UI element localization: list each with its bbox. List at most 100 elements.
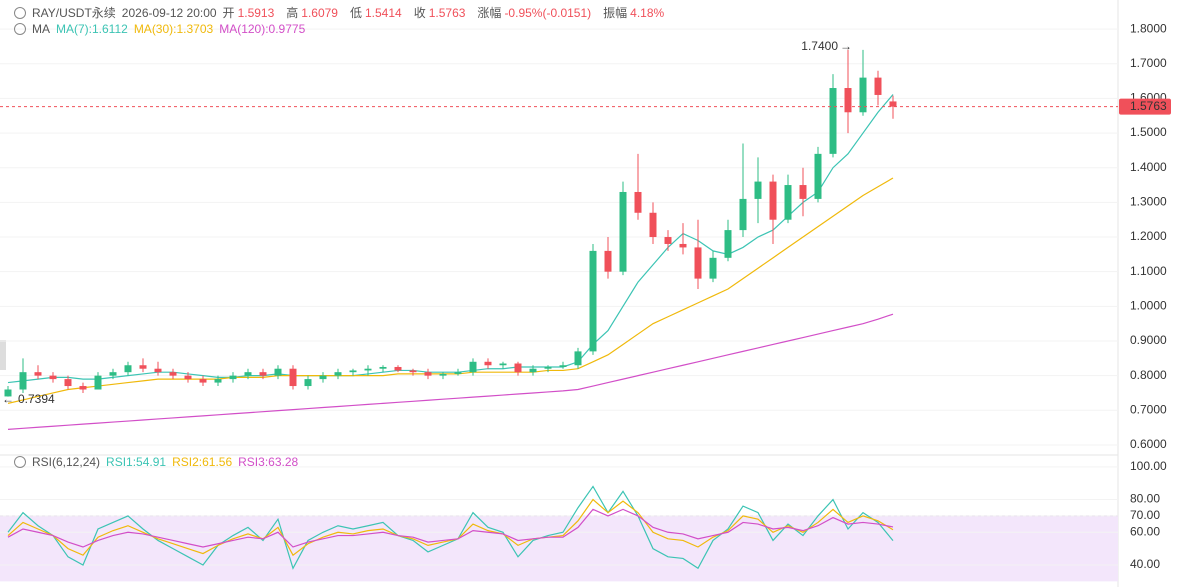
- field-label: 涨幅: [477, 6, 502, 20]
- field-value: 1.5913: [237, 6, 275, 20]
- candle-body: [769, 181, 777, 220]
- legend-entry: RSI1:54.91: [106, 455, 167, 469]
- last-price-box: [1119, 98, 1171, 115]
- field: 涨幅 -0.95%(-0.0151): [477, 4, 597, 21]
- candle-body: [604, 250, 612, 272]
- candle-body: [139, 365, 147, 369]
- series-line: [7, 485, 894, 570]
- candle-body: [169, 372, 177, 376]
- y-tick-label: 0.8000: [1130, 368, 1167, 382]
- candle-body: [619, 191, 627, 272]
- low-label: 0.7394: [18, 392, 55, 406]
- candle-body: [784, 185, 792, 220]
- candle-body: [154, 368, 162, 373]
- candle-body: [34, 372, 42, 376]
- legend-entry: RSI3:63.28: [238, 455, 299, 469]
- y-tick-label: 40.00: [1130, 557, 1160, 571]
- field: 低 1.5414: [350, 4, 408, 21]
- candle-body: [874, 77, 882, 95]
- candle-body: [334, 372, 342, 376]
- candle-body: [379, 366, 387, 369]
- candle-body: [589, 250, 597, 352]
- field-value: 1.5414: [365, 6, 402, 20]
- rsi-legend: RSI(6,12,24) RSI1:54.91 RSI2:61.56 RSI3:63…: [14, 455, 304, 469]
- candle-body: [574, 351, 582, 366]
- candle-body: [739, 198, 747, 231]
- high-arrow: →: [840, 39, 852, 53]
- candle-body: [4, 389, 12, 397]
- candle-body: [319, 375, 327, 380]
- y-tick-label: 1.7000: [1130, 56, 1167, 70]
- collapse-icon[interactable]: [14, 6, 26, 19]
- candle-body: [124, 365, 132, 373]
- collapse-icon[interactable]: [14, 456, 26, 468]
- candle-body: [559, 365, 567, 367]
- candle-body: [754, 181, 762, 199]
- symbol: RAY/USDT永续: [32, 6, 116, 20]
- candle-body: [229, 375, 237, 380]
- candle-body: [664, 237, 672, 244]
- candle-body: [94, 375, 102, 390]
- fields: 开 1.5913 高 1.6079 低 1.5414 收 1.5763 涨幅 -0.95%(-0.…: [223, 4, 677, 21]
- legend-entry: MA(30):1.3703: [133, 22, 214, 36]
- candle-body: [889, 101, 897, 107]
- candle-body: [829, 88, 837, 154]
- high-label: 1.7400: [801, 39, 838, 53]
- candle-body: [409, 370, 417, 373]
- field-label: 开: [222, 6, 235, 20]
- field-label: 高: [286, 6, 299, 20]
- field-value: 1.6079: [301, 6, 338, 20]
- candle-body: [709, 257, 717, 279]
- candle-body: [439, 373, 447, 376]
- last-price-label: 1.5763: [1130, 99, 1167, 113]
- y-tick-label: 0.6000: [1130, 437, 1167, 451]
- candle-body: [214, 379, 222, 383]
- ma-legend: MA MA(7):1.6112 MA(30):1.3703 MA(120):0.97…: [14, 22, 311, 36]
- candle-body: [859, 77, 867, 113]
- candle-body: [514, 363, 522, 373]
- field: 开 1.5913: [223, 4, 281, 21]
- candle-body: [244, 372, 252, 376]
- y-tick-label: 1.0000: [1130, 299, 1167, 313]
- y-tick-label: 1.4000: [1130, 160, 1167, 174]
- legend-entry: MA(7):1.6112: [56, 22, 128, 36]
- field: 高 1.6079: [286, 4, 344, 21]
- candle-body: [79, 386, 87, 390]
- legend-entry: RSI2:61.56: [172, 455, 233, 469]
- candle-body: [469, 361, 477, 373]
- series-line: [7, 177, 894, 404]
- collapse-icon[interactable]: [14, 23, 26, 35]
- time: 2026-09-12 20:00: [121, 5, 217, 20]
- field-value: 4.18%: [630, 6, 665, 20]
- field: 振幅 4.18%: [603, 4, 670, 21]
- y-tick-label: 60.00: [1130, 524, 1160, 538]
- candle-body: [289, 368, 297, 387]
- field-label: 低: [349, 6, 362, 20]
- candle-body: [199, 379, 207, 383]
- field: 收 1.5763: [414, 4, 472, 21]
- series-line: [7, 94, 894, 384]
- candle-body: [484, 361, 492, 366]
- field-value: 1.5763: [428, 6, 466, 20]
- rsi-band: [0, 515, 1118, 582]
- y-tick-label: 1.2000: [1130, 229, 1167, 243]
- candle-body: [634, 191, 642, 213]
- y-tick-label: 1.8000: [1130, 21, 1167, 35]
- header: RAY/USDT永续 2026-09-12 20:00 开 1.5913 高 1.60…: [14, 4, 682, 21]
- legend-entry: MA(120):0.9775: [219, 22, 306, 36]
- candle-body: [649, 212, 657, 238]
- candle-body: [184, 375, 192, 380]
- side-handle: [0, 340, 6, 370]
- y-tick-label: 1.1000: [1130, 264, 1167, 278]
- y-tick-label: 1.3000: [1130, 195, 1167, 209]
- series-line: [7, 508, 894, 548]
- candle-body: [109, 372, 117, 376]
- candle-body: [49, 375, 57, 380]
- candle-body: [64, 379, 72, 387]
- field-value: -0.95%(-0.0151): [504, 6, 592, 20]
- candle-body: [259, 372, 267, 376]
- candle-body: [724, 230, 732, 258]
- candle-body: [694, 247, 702, 279]
- candle-body: [349, 370, 357, 373]
